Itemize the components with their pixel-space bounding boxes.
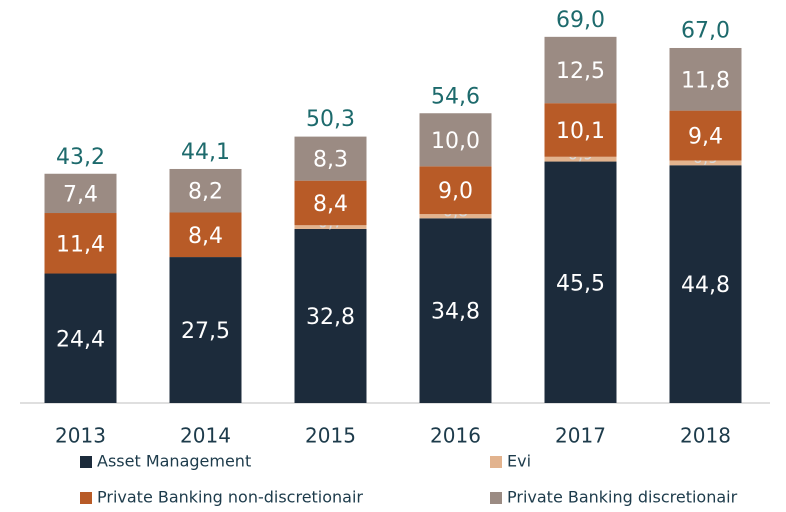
value-label: 45,5 [556, 271, 605, 296]
bar-segment [294, 136, 367, 181]
bar-segment [419, 214, 492, 219]
value-label: 8,4 [188, 224, 223, 249]
legend-label: Evi [507, 452, 531, 471]
legend-label: Private Banking non-discretionair [97, 488, 363, 507]
legend-swatch [490, 492, 502, 504]
total-label: 44,1 [181, 140, 230, 165]
bar-segment [44, 173, 117, 214]
value-label: 8,4 [313, 192, 348, 217]
value-label: 11,8 [681, 68, 730, 93]
legend-swatch [490, 456, 502, 468]
bar-segment [44, 273, 117, 403]
x-tick-label: 2017 [555, 424, 606, 448]
value-label: 9,0 [438, 179, 473, 204]
bar-segment [294, 180, 367, 226]
x-tick-label: 2014 [180, 424, 231, 448]
value-label: 8,3 [313, 148, 348, 173]
total-label: 69,0 [556, 8, 605, 33]
value-label: 32,8 [306, 305, 355, 330]
bar-segment [669, 47, 742, 111]
x-tick-label: 2018 [680, 424, 731, 448]
value-label: 11,4 [56, 232, 105, 257]
bar-segment [544, 156, 617, 162]
bar-segment [419, 113, 492, 167]
total-label: 67,0 [681, 18, 730, 43]
total-label: 54,6 [431, 84, 480, 109]
bar-segment [419, 218, 492, 403]
legend-label: Private Banking discretionair [507, 488, 738, 507]
x-tick-label: 2015 [305, 424, 356, 448]
value-label: 44,8 [681, 273, 730, 298]
bar-segment [294, 225, 367, 229]
x-tick-label: 2016 [430, 424, 481, 448]
value-label: 24,4 [56, 327, 105, 352]
value-label: 7,4 [63, 182, 98, 207]
value-label: 8,2 [188, 180, 223, 205]
bar-segment [419, 166, 492, 215]
bar-segment [544, 161, 617, 403]
bar-segment [44, 213, 117, 274]
legend-swatch [80, 456, 92, 468]
bar-segment [294, 228, 367, 403]
legend-swatch [80, 492, 92, 504]
bar-segment [544, 103, 617, 157]
bar-segment [669, 110, 742, 161]
value-label: 9,4 [688, 125, 723, 150]
total-label: 50,3 [306, 107, 355, 132]
x-tick-label: 2013 [55, 424, 106, 448]
bar-segment [669, 160, 742, 166]
legend-label: Asset Management [97, 452, 251, 471]
bar-segment [169, 257, 242, 403]
value-label: 27,5 [181, 319, 230, 344]
bar-segment [669, 165, 742, 403]
bar-segment [169, 212, 242, 258]
bar-segment [544, 36, 617, 104]
bar-segment [169, 168, 242, 213]
value-label: 12,5 [556, 59, 605, 84]
value-label: 34,8 [431, 300, 480, 325]
value-label: 10,0 [431, 129, 480, 154]
total-label: 43,2 [56, 145, 105, 170]
value-label: 10,1 [556, 119, 605, 144]
